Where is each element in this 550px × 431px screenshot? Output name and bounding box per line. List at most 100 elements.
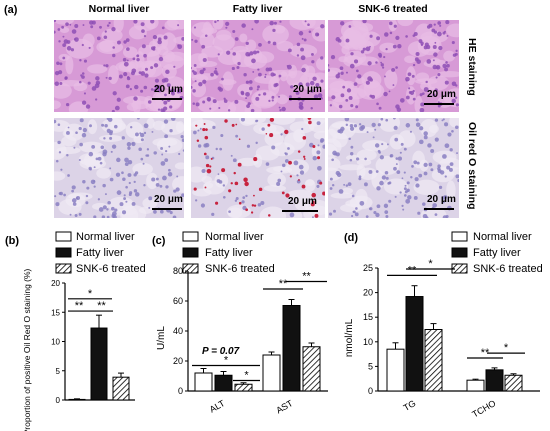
y-tick-label: 60 <box>173 296 183 306</box>
micrograph-oro-fatty <box>191 118 325 218</box>
bar <box>504 374 523 392</box>
y-tick-label: 25 <box>363 263 373 273</box>
legend-label-snk6-treated: SNK-6 treated <box>473 263 543 275</box>
y-tick-label: 20 <box>173 356 183 366</box>
scale-label: 20 μm <box>154 84 183 95</box>
chart-d: Normal liver Fatty liver SNK-6 treated n… <box>344 231 543 419</box>
panel-b-label: (b) <box>5 235 20 247</box>
legend-swatch-snk6-treated <box>55 263 72 274</box>
scale-label: 20 μm <box>293 84 322 95</box>
bar <box>214 374 233 392</box>
legend: Normal liver Fatty liver SNK-6 treated <box>451 231 543 275</box>
y-tick-label: 5 <box>56 367 61 376</box>
legend-label-fatty-liver: Fatty liver <box>473 247 521 259</box>
chart-c: Normal liver Fatty liver SNK-6 treated U… <box>156 231 328 416</box>
significance-label: ** <box>97 300 106 312</box>
significance-label: ** <box>481 347 490 359</box>
x-tick-label: ALT <box>208 398 227 415</box>
significance-label: ** <box>279 278 288 290</box>
significance-label: ** <box>75 300 84 312</box>
y-tick-label: 20 <box>51 279 60 288</box>
significance-label: ** <box>408 264 417 276</box>
y-tick-label: 20 <box>363 288 373 298</box>
legend-swatch-normal-liver <box>55 231 72 242</box>
legend-label-normal-liver: Normal liver <box>473 231 532 243</box>
significance-label: * <box>88 288 93 300</box>
scale-bar <box>152 208 182 210</box>
bar <box>302 346 321 392</box>
x-tick-label: TCHO <box>470 398 497 419</box>
legend-swatch-normal-liver <box>182 231 199 242</box>
micrograph-he-fatty <box>191 20 325 112</box>
legend: Normal liver Fatty liver SNK-6 treated <box>55 231 146 275</box>
bar <box>386 348 405 392</box>
y-tick-label: 10 <box>363 337 373 347</box>
significance-label: * <box>244 370 249 382</box>
y-tick-label: 15 <box>363 312 373 322</box>
bar <box>405 296 424 392</box>
micrograph-he-snk6 <box>328 20 459 112</box>
significance-label: * <box>428 258 433 270</box>
legend-swatch-fatty-liver <box>182 247 199 258</box>
x-tick-label: AST <box>274 398 295 416</box>
y-axis-label: Proportion of positive Oil Red O stainin… <box>22 268 32 431</box>
legend-swatch-snk6-treated <box>182 263 199 274</box>
bar <box>68 398 86 401</box>
legend-swatch-fatty-liver <box>55 247 72 258</box>
legend-label-fatty-liver: Fatty liver <box>76 247 124 259</box>
bar <box>112 376 130 401</box>
scale-bar <box>289 98 321 100</box>
bar <box>194 372 213 392</box>
micrograph-oro-normal <box>54 118 184 218</box>
y-tick-label: 0 <box>368 386 373 396</box>
row-title-he-staining: HE staining <box>466 38 478 96</box>
bar <box>262 354 281 392</box>
panel-c-label: (c) <box>152 235 166 247</box>
micrograph-he-normal <box>54 20 184 112</box>
legend-label-fatty-liver: Fatty liver <box>205 247 253 259</box>
scale-bar <box>424 103 454 105</box>
legend: Normal liver Fatty liver SNK-6 treated <box>182 231 275 275</box>
scale-label: 20 μm <box>288 196 317 207</box>
bar <box>282 305 301 392</box>
legend-swatch-normal-liver <box>451 231 468 242</box>
y-tick-label: 5 <box>368 361 373 371</box>
bar <box>424 329 443 392</box>
legend-label-snk6-treated: SNK-6 treated <box>76 263 146 275</box>
y-tick-label: 15 <box>51 308 60 317</box>
y-axis-label: U/mL <box>156 326 167 350</box>
column-title-snk6-treated: SNK-6 treated <box>358 3 428 15</box>
legend-swatch-fatty-liver <box>451 247 468 258</box>
legend-label-normal-liver: Normal liver <box>76 231 135 243</box>
scale-label: 20 μm <box>427 194 456 205</box>
legend-label-snk6-treated: SNK-6 treated <box>205 263 275 275</box>
scale-bar <box>282 210 318 212</box>
y-tick-label: 0 <box>56 396 61 405</box>
y-tick-label: 10 <box>51 338 60 347</box>
scale-bar <box>424 208 454 210</box>
scale-bar <box>152 98 182 100</box>
y-axis-label: nmol/mL <box>344 318 355 357</box>
legend-label-normal-liver: Normal liver <box>205 231 264 243</box>
column-title-normal-liver: Normal liver <box>88 3 150 15</box>
bar <box>90 327 108 401</box>
bar <box>485 369 504 392</box>
scale-label: 20 μm <box>154 194 183 205</box>
micrograph-oro-snk6 <box>328 118 459 218</box>
row-title-oil-red-o-staining: Oil red O staining <box>466 122 478 210</box>
bar <box>234 383 253 392</box>
scale-label: 20 μm <box>427 89 456 100</box>
significance-label: * <box>224 355 229 367</box>
significance-label: * <box>504 342 509 354</box>
panel-a-label: (a) <box>4 4 18 16</box>
y-tick-label: 0 <box>178 386 183 396</box>
significance-label: ** <box>302 271 311 283</box>
panel-d-label: (d) <box>344 232 359 244</box>
column-title-fatty-liver: Fatty liver <box>232 3 283 15</box>
chart-b: Normal liver Fatty liver SNK-6 treated P… <box>22 231 146 431</box>
y-tick-label: 80 <box>173 266 183 276</box>
x-tick-label: TG <box>402 398 418 413</box>
y-tick-label: 40 <box>173 326 183 336</box>
bar <box>466 379 485 392</box>
p-value-annotation: P = 0.07 <box>202 346 240 357</box>
